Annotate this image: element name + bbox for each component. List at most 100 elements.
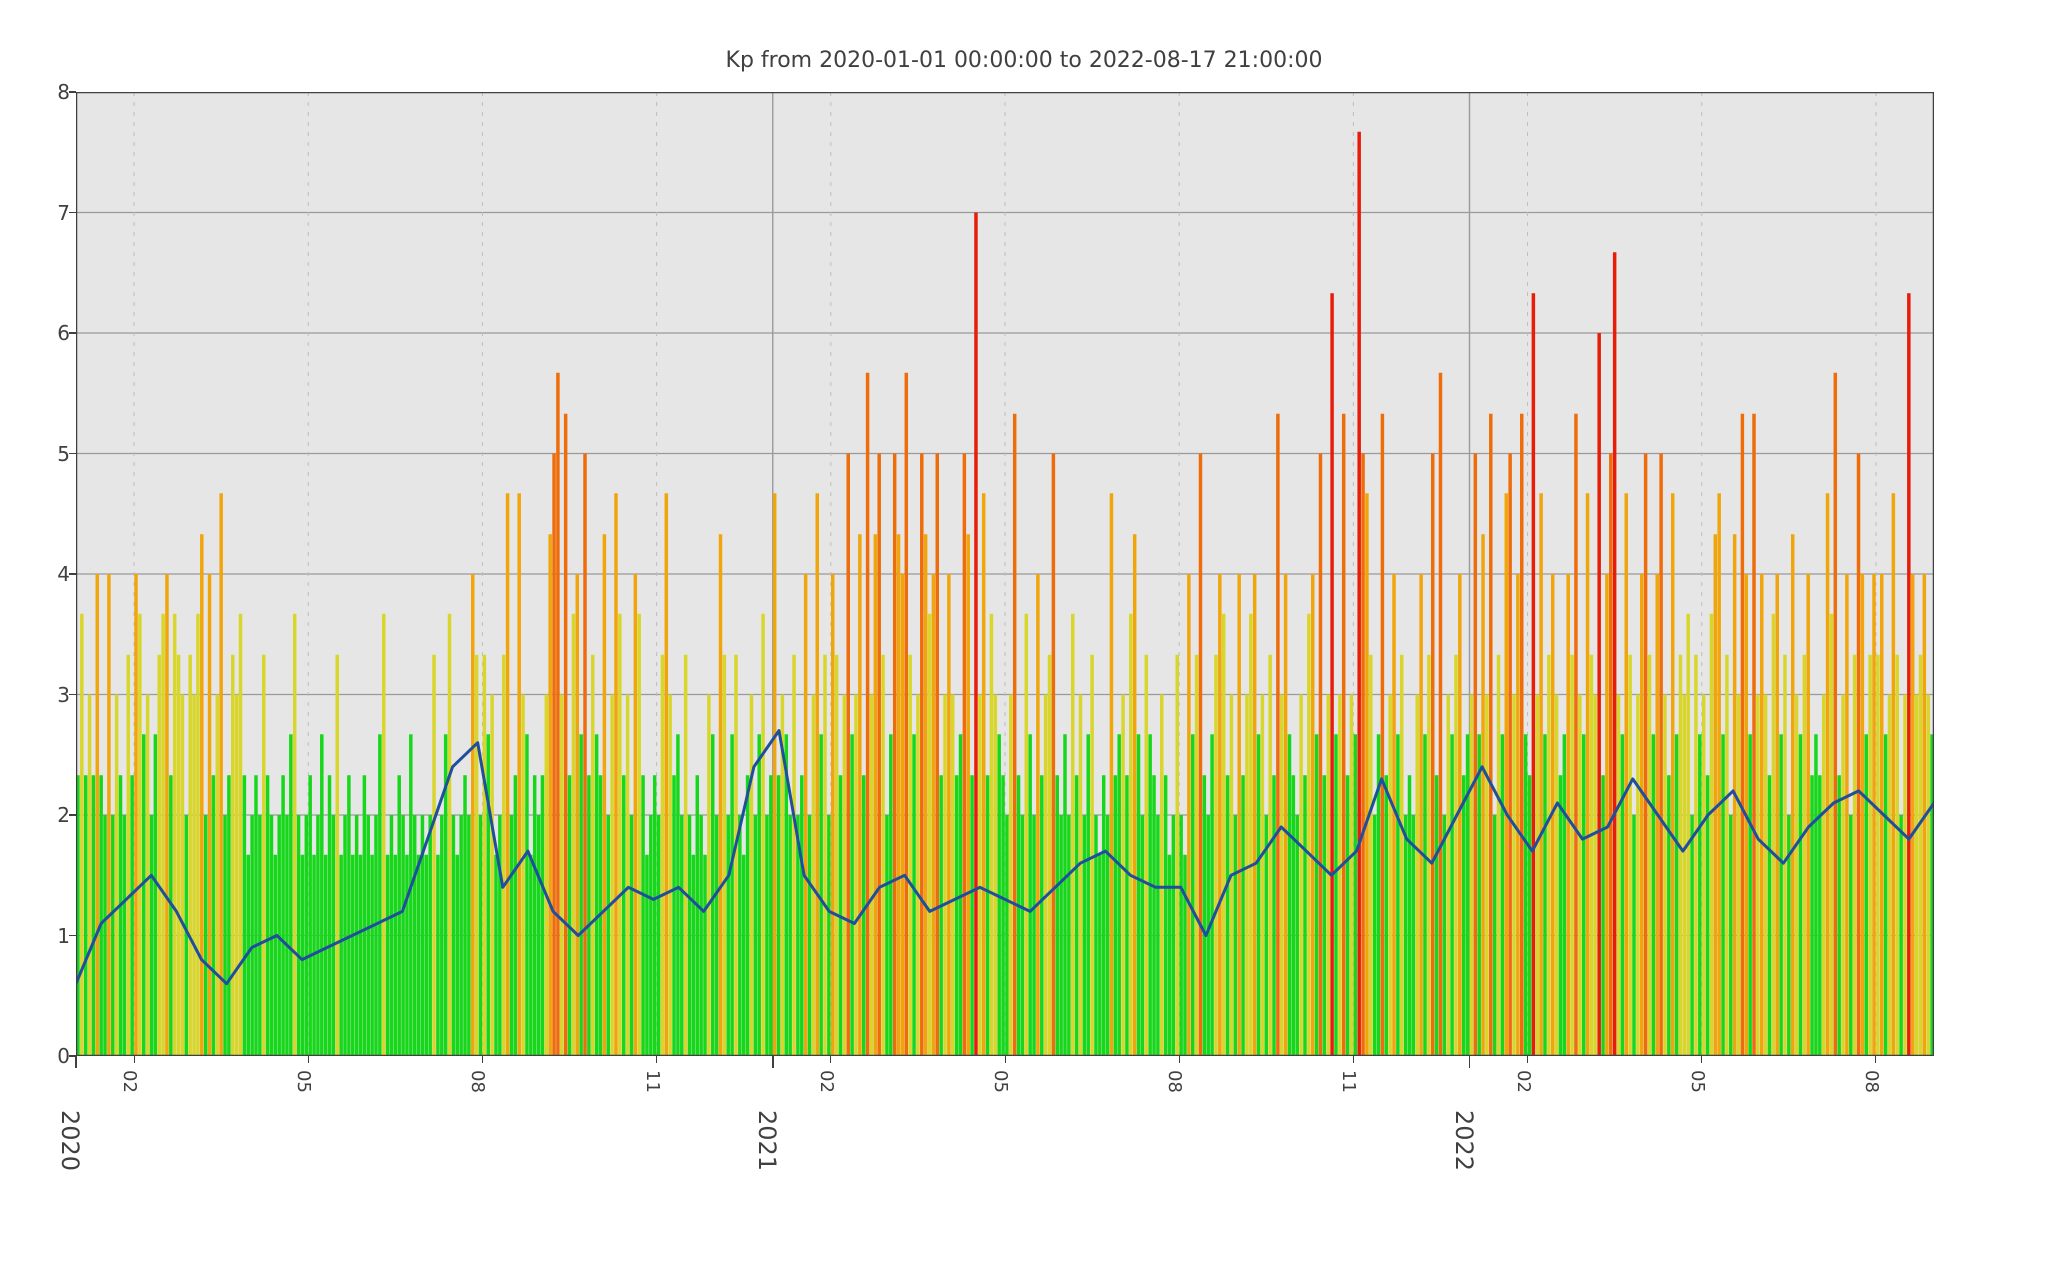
kp-bar — [1330, 293, 1333, 1056]
y-tick-label: 3 — [30, 683, 70, 707]
kp-bar — [889, 734, 892, 1056]
kp-bar — [1508, 454, 1511, 1057]
x-tick-month: 08 — [1164, 1070, 1185, 1093]
kp-bar — [297, 815, 300, 1056]
kp-bar — [1280, 695, 1283, 1057]
kp-bar — [746, 775, 749, 1056]
kp-bar — [788, 815, 791, 1056]
kp-bar — [1187, 574, 1190, 1056]
x-tick-mark — [1005, 1056, 1006, 1063]
kp-bar — [456, 855, 459, 1056]
kp-bar — [1446, 695, 1449, 1057]
kp-bar — [885, 815, 888, 1056]
x-tick-mark — [830, 1056, 831, 1063]
kp-bar — [1737, 695, 1740, 1057]
kp-bar — [1357, 132, 1360, 1056]
kp-bar — [1117, 734, 1120, 1056]
kp-bar — [103, 815, 106, 1056]
kp-bar — [1884, 734, 1887, 1056]
kp-bar — [696, 775, 699, 1056]
kp-bar — [1098, 855, 1101, 1056]
kp-bar — [1148, 734, 1151, 1056]
kp-bar — [80, 614, 83, 1056]
kp-bar — [1075, 775, 1078, 1056]
kp-bar — [924, 534, 927, 1056]
kp-bar — [626, 695, 629, 1057]
x-tick-mark — [1469, 1056, 1471, 1068]
kp-bar — [1141, 815, 1144, 1056]
kp-bar — [1632, 815, 1635, 1056]
kp-bar — [579, 734, 582, 1056]
kp-bar — [1594, 695, 1597, 1057]
kp-bar — [1319, 454, 1322, 1057]
kp-bar — [634, 574, 637, 1056]
kp-bar — [622, 775, 625, 1056]
kp-bar — [1450, 734, 1453, 1056]
kp-bar — [1547, 655, 1550, 1056]
kp-bar — [974, 213, 977, 1057]
y-tick-mark — [69, 935, 76, 937]
kp-bar — [123, 815, 126, 1056]
kp-bar — [1775, 574, 1778, 1056]
kp-bar — [1431, 454, 1434, 1057]
x-tick-mark — [308, 1056, 309, 1063]
kp-bar — [483, 655, 486, 1056]
kp-bar — [1245, 695, 1248, 1057]
kp-bar — [1288, 734, 1291, 1056]
kp-bar — [947, 574, 950, 1056]
x-tick-mark — [1701, 1056, 1702, 1063]
kp-bar — [1865, 734, 1868, 1056]
kp-bar — [792, 655, 795, 1056]
x-tick-month: 05 — [293, 1070, 314, 1093]
kp-bar — [1083, 815, 1086, 1056]
kp-bar — [738, 815, 741, 1056]
kp-bar — [99, 775, 102, 1056]
kp-bar — [1489, 414, 1492, 1056]
kp-bar — [1899, 815, 1902, 1056]
kp-bar — [1597, 333, 1600, 1056]
kp-bar — [1137, 734, 1140, 1056]
y-tick-mark — [69, 694, 76, 696]
kp-bar — [1539, 493, 1542, 1056]
kp-bar — [850, 734, 853, 1056]
kp-bar — [475, 655, 478, 1056]
kp-bar — [610, 695, 613, 1057]
kp-bar — [699, 815, 702, 1056]
kp-bar — [514, 775, 517, 1056]
kp-bar — [328, 775, 331, 1056]
kp-bar — [169, 775, 172, 1056]
kp-bar — [1779, 734, 1782, 1056]
kp-bar — [1214, 655, 1217, 1056]
kp-bar — [390, 815, 393, 1056]
kp-bar — [235, 695, 238, 1057]
kp-bar — [970, 775, 973, 1056]
kp-bar — [1373, 815, 1376, 1056]
kp-bar — [568, 775, 571, 1056]
kp-bar — [1694, 655, 1697, 1056]
kp-bar — [1094, 815, 1097, 1056]
kp-bar — [1284, 574, 1287, 1056]
kp-bar — [266, 775, 269, 1056]
kp-bar — [1710, 614, 1713, 1056]
kp-bar — [1803, 655, 1806, 1056]
kp-bar — [1559, 775, 1562, 1056]
kp-bar — [1009, 695, 1012, 1057]
kp-bar — [676, 734, 679, 1056]
kp-bar — [134, 574, 137, 1056]
kp-bar — [1764, 695, 1767, 1057]
y-tick-mark — [69, 814, 76, 816]
kp-bar — [529, 855, 532, 1056]
kp-bar — [177, 655, 180, 1056]
kp-bar — [1582, 734, 1585, 1056]
kp-bar — [982, 493, 985, 1056]
kp-bar — [231, 655, 234, 1056]
kp-bar — [1400, 655, 1403, 1056]
kp-bar — [1725, 655, 1728, 1056]
kp-bar — [1412, 815, 1415, 1056]
kp-bar — [548, 534, 551, 1056]
kp-bar — [448, 614, 451, 1056]
kp-bar — [1876, 655, 1879, 1056]
kp-bar — [405, 855, 408, 1056]
kp-bar — [1791, 534, 1794, 1056]
kp-bar — [630, 815, 633, 1056]
